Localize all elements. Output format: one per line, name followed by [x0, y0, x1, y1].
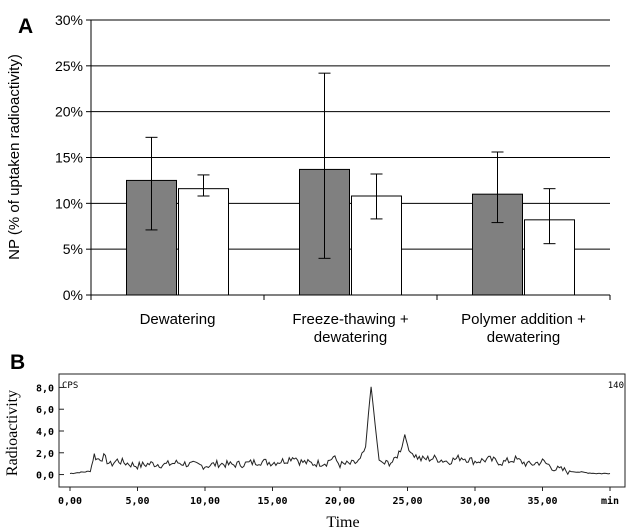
x-tick-label: 15,00: [257, 496, 287, 507]
panel-a-gridlines: [91, 19, 610, 250]
panel-a-error-bars: [145, 72, 556, 259]
y-tick-label: 5%: [63, 241, 83, 257]
panel-a-category-labels: Dewatering Freeze-thawing + dewatering Poly…: [140, 311, 587, 346]
panel-b-x-axis-label: Time: [326, 514, 359, 531]
x-tick-label: 0,00: [58, 496, 82, 507]
panel-b-corner-number: 140: [608, 381, 624, 391]
y-tick-label: 0%: [63, 287, 83, 303]
x-tick-label: 5,00: [125, 496, 149, 507]
x-tick-label: 10,00: [190, 496, 220, 507]
y-tick-label: 20%: [55, 104, 83, 120]
y-tick-label: 15%: [55, 150, 83, 166]
panel-b-x-ticks: 0,00 5,00 10,00 15,00 20,00 25,00 30,00 35,00 mi…: [58, 487, 619, 507]
panel-a-bar-chart: A 0% 5% 10% 15% 20% 25% 30% Dewatering Freeze-t…: [6, 12, 611, 346]
panel-a-axes: [86, 19, 611, 300]
y-tick-label: 10%: [55, 195, 83, 211]
x-tick-label: 25,00: [392, 496, 422, 507]
category-label: Freeze-thawing + dewatering: [292, 311, 409, 346]
x-tick-label: min: [601, 495, 619, 507]
y-tick-label: 2,0: [36, 449, 54, 460]
panel-a-y-tick-labels: 0% 5% 10% 15% 20% 25% 30%: [55, 12, 83, 303]
panel-a-y-axis-label: NP (% of uptaken radioactivity): [6, 54, 23, 260]
panel-b-y-ticks: 8,0 6,0 4,0 2,0 0,0: [36, 383, 64, 482]
x-tick-label: 35,00: [527, 496, 557, 507]
x-tick-label: 30,00: [460, 496, 490, 507]
panel-a-bars: [126, 168, 575, 296]
y-tick-label: 4,0: [36, 427, 54, 438]
y-tick-label: 0,0: [36, 471, 54, 482]
panel-b-label: B: [10, 351, 25, 374]
panel-b-y-axis-label: Radioactivity: [4, 390, 21, 476]
panel-b-line-chart: B CPS 140 8,0 6,0 4,0 2,0 0,0 0,00 5,00 10,00 1…: [4, 351, 626, 531]
panel-a-label: A: [18, 15, 33, 38]
panel-b-frame: [58, 373, 626, 488]
category-label: Dewatering: [140, 311, 216, 328]
bar: [178, 188, 229, 296]
y-tick-label: 6,0: [36, 405, 54, 416]
y-tick-label: 25%: [55, 58, 83, 74]
y-tick-label: 8,0: [36, 383, 54, 394]
x-tick-label: 20,00: [325, 496, 355, 507]
y-tick-label: 30%: [55, 12, 83, 28]
panel-b-cps-label: CPS: [62, 381, 78, 391]
panel-b-radioactivity-trace: [69, 386, 611, 476]
category-label: Polymer addition + dewatering: [461, 311, 586, 346]
